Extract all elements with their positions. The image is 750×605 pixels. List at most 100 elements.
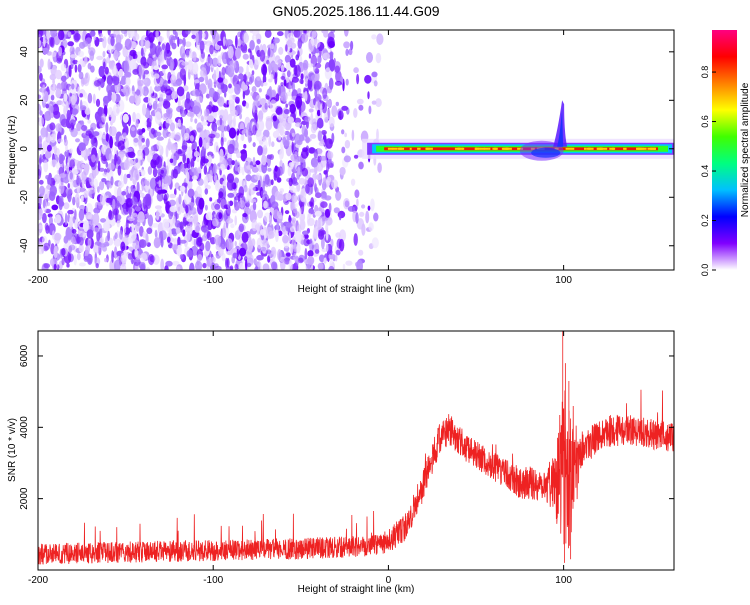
- signal-speckle: [609, 147, 616, 150]
- noise-blob: [195, 95, 203, 104]
- noise-blob: [351, 129, 355, 141]
- noise-blob: [63, 105, 67, 116]
- noise-blob: [178, 194, 182, 205]
- noise-blob: [109, 259, 116, 270]
- noise-blob: [67, 41, 74, 47]
- noise-blob: [112, 198, 116, 209]
- noise-blob: [163, 79, 168, 88]
- noise-blob: [161, 178, 165, 188]
- noise-blob: [38, 94, 42, 99]
- signal-speckle: [398, 147, 402, 150]
- noise-blob: [276, 177, 282, 183]
- noise-blob: [152, 254, 160, 265]
- noise-blob: [239, 113, 243, 120]
- noise-blob: [147, 166, 153, 175]
- colorbar-gradient: [712, 30, 737, 270]
- noise-blob: [334, 80, 342, 86]
- noise-blob: [43, 159, 49, 173]
- noise-blob: [48, 36, 55, 47]
- noise-blob: [102, 36, 107, 49]
- noise-blob: [184, 98, 192, 111]
- noise-blob: [68, 216, 73, 230]
- noise-blob: [242, 53, 249, 60]
- noise-blob: [218, 191, 224, 199]
- noise-blob: [80, 125, 88, 131]
- noise-blob: [314, 89, 318, 98]
- noise-blob: [305, 183, 310, 194]
- noise-blob: [198, 197, 205, 210]
- noise-blob: [290, 243, 294, 254]
- noise-blob: [291, 76, 300, 83]
- noise-blob: [138, 64, 145, 77]
- noise-blob: [217, 109, 221, 116]
- noise-blob: [319, 155, 327, 161]
- signal-speckle: [409, 147, 412, 150]
- noise-blob: [175, 227, 181, 234]
- noise-blob: [373, 80, 378, 87]
- noise-blob: [229, 265, 234, 270]
- noise-blob: [274, 72, 278, 85]
- noise-blob: [113, 49, 119, 61]
- noise-blob: [58, 200, 65, 207]
- noise-blob: [242, 90, 246, 100]
- noise-blob: [304, 248, 308, 261]
- noise-blob: [206, 258, 212, 267]
- snr-panel: -200 -100 0 100 2000 4000 6000 Height of stra…: [7, 330, 675, 595]
- noise-blob: [84, 56, 88, 65]
- noise-blob: [243, 184, 248, 193]
- noise-blob: [189, 49, 193, 59]
- noise-blob: [185, 49, 190, 58]
- noise-blob: [328, 116, 335, 128]
- noise-blob: [189, 224, 193, 235]
- noise-blob: [49, 122, 56, 131]
- noise-blob: [215, 145, 219, 153]
- noise-blob: [291, 132, 295, 137]
- noise-blob: [168, 199, 176, 207]
- noise-blob: [291, 141, 294, 153]
- noise-blob: [107, 107, 113, 118]
- signal-speckle: [492, 147, 497, 150]
- noise-blob: [78, 244, 84, 253]
- noise-blob: [209, 197, 213, 202]
- noise-blob: [235, 47, 242, 59]
- noise-blob: [300, 239, 305, 246]
- noise-blob: [293, 253, 297, 262]
- noise-blob: [44, 150, 52, 159]
- noise-blob: [277, 193, 284, 201]
- noise-blob: [99, 33, 103, 38]
- noise-blob: [248, 59, 253, 68]
- noise-blob: [190, 158, 195, 169]
- noise-blob: [358, 249, 364, 256]
- noise-blob: [60, 80, 68, 92]
- noise-blob: [280, 64, 285, 72]
- noise-blob: [254, 56, 262, 66]
- noise-blob: [92, 131, 100, 137]
- noise-blob: [114, 147, 118, 155]
- noise-blob: [177, 236, 181, 248]
- noise-blob: [76, 122, 82, 132]
- noise-blob: [270, 43, 275, 50]
- noise-blob: [85, 203, 93, 215]
- noise-blob: [355, 261, 361, 267]
- noise-blob: [83, 133, 89, 146]
- noise-blob: [227, 192, 235, 198]
- signal-speckle: [400, 147, 405, 150]
- noise-blob: [166, 107, 173, 114]
- noise-blob: [294, 230, 302, 243]
- noise-blob: [274, 165, 278, 172]
- noise-blob: [185, 205, 189, 214]
- noise-blob: [251, 166, 259, 173]
- noise-blob: [313, 148, 318, 159]
- noise-blob: [218, 212, 223, 220]
- noise-blob: [294, 64, 301, 78]
- noise-blob: [265, 226, 274, 240]
- noise-blob: [102, 134, 107, 140]
- noise-blob: [292, 81, 296, 93]
- noise-blob: [47, 213, 53, 218]
- noise-blob: [38, 168, 42, 180]
- noise-blob: [207, 162, 211, 167]
- noise-blob: [297, 50, 300, 58]
- noise-blob: [39, 58, 44, 68]
- noise-blob: [68, 245, 73, 254]
- frequency-spike-core: [557, 108, 564, 147]
